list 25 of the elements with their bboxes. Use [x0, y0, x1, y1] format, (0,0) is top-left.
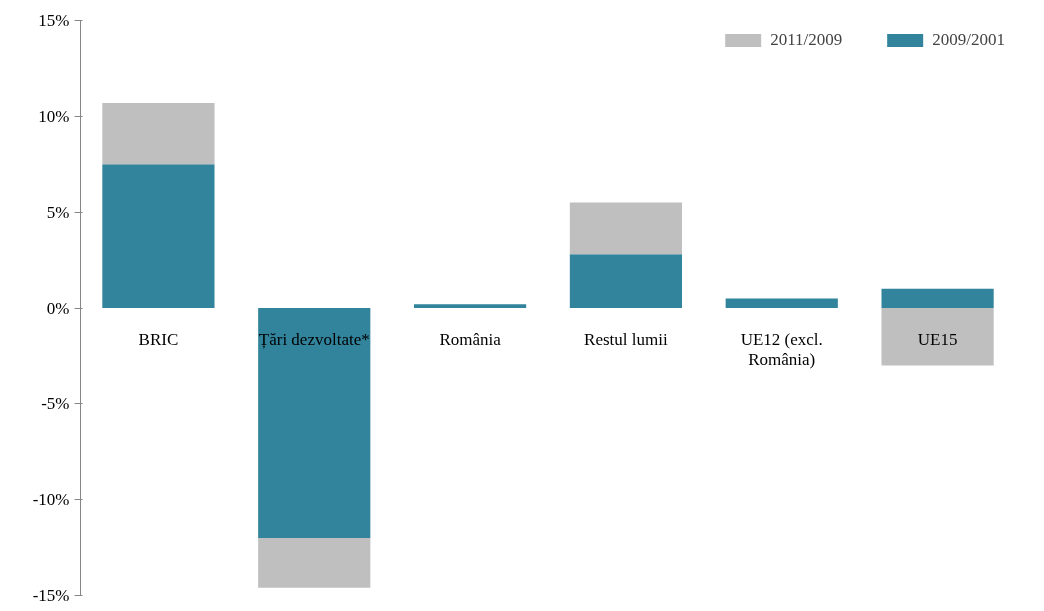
bar	[102, 102, 215, 165]
x-tick-label: România	[439, 330, 502, 349]
bar	[569, 202, 683, 255]
legend-label: 2011/2009	[770, 30, 843, 50]
y-tick-label: -10%	[32, 490, 70, 510]
bar	[258, 308, 371, 538]
y-tick-label: 0%	[46, 298, 70, 318]
y-tick-label: -5%	[41, 394, 70, 414]
legend-label: 2009/2001	[932, 30, 1005, 50]
x-tick-label: UE15	[917, 330, 958, 349]
y-tick-label: 5%	[46, 202, 70, 222]
y-tick-label: 10%	[38, 106, 70, 126]
x-tick-label: Restul lumii	[584, 330, 668, 349]
x-tick-label: Țări dezvoltate*	[258, 330, 370, 349]
x-tick-label: UE12 (excl. România)	[740, 330, 823, 369]
x-tick-label: BRIC	[138, 330, 179, 349]
y-tick-label: 15%	[38, 11, 70, 30]
y-tick-label: -15%	[32, 586, 70, 605]
bar	[725, 298, 838, 308]
bar	[413, 304, 527, 308]
bar	[102, 164, 215, 308]
bar	[569, 254, 683, 308]
bar	[881, 308, 994, 366]
bar	[258, 538, 371, 588]
bar	[881, 288, 994, 308]
